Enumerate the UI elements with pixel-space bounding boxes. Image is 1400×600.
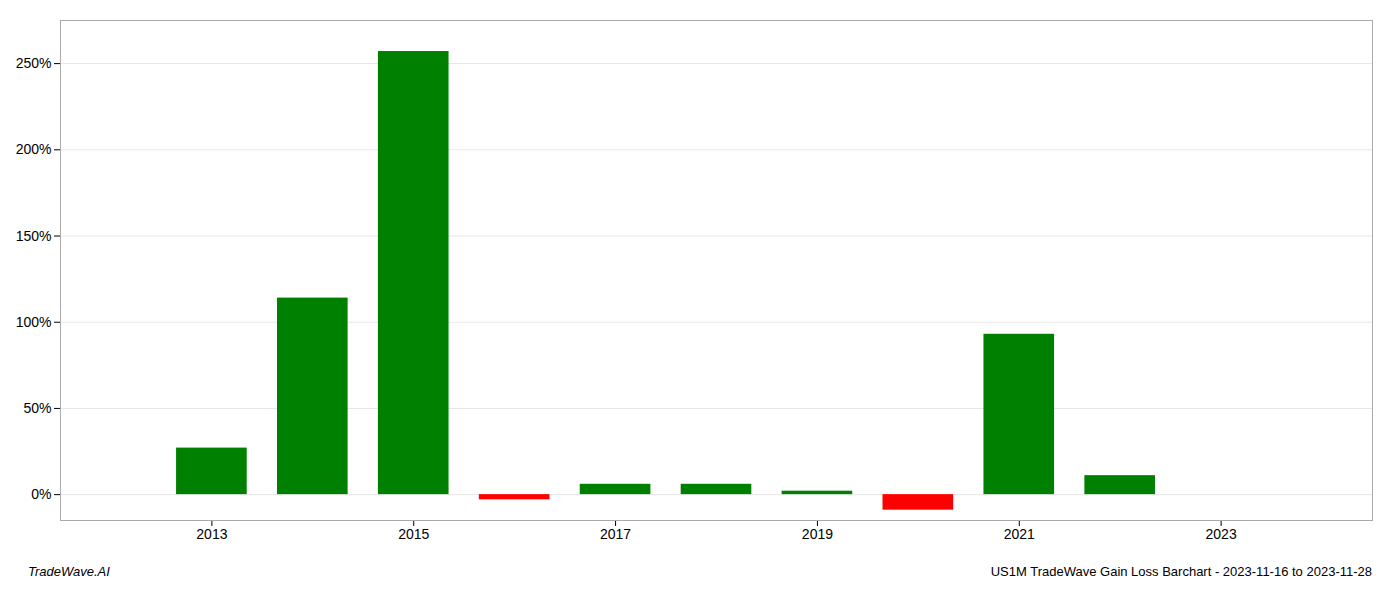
svg-text:2019: 2019 [802, 526, 833, 542]
svg-text:2015: 2015 [398, 526, 429, 542]
svg-text:0%: 0% [31, 486, 51, 502]
svg-text:50%: 50% [23, 400, 51, 416]
html-text:TradeWave.AI: TradeWave.AI [28, 564, 110, 579]
svg-text:2021: 2021 [1004, 526, 1035, 542]
svg-text:2013: 2013 [196, 526, 227, 542]
html-text:US1M TradeWave Gain Loss Barch: US1M TradeWave Gain Loss Barchart - 2023… [990, 564, 1372, 579]
svg-text:250%: 250% [16, 55, 52, 71]
svg-text:200%: 200% [16, 141, 52, 157]
svg-text:100%: 100% [16, 314, 52, 330]
svg-text:150%: 150% [16, 227, 52, 243]
svg-text:2023: 2023 [1206, 526, 1237, 542]
svg-text:2017: 2017 [600, 526, 631, 542]
